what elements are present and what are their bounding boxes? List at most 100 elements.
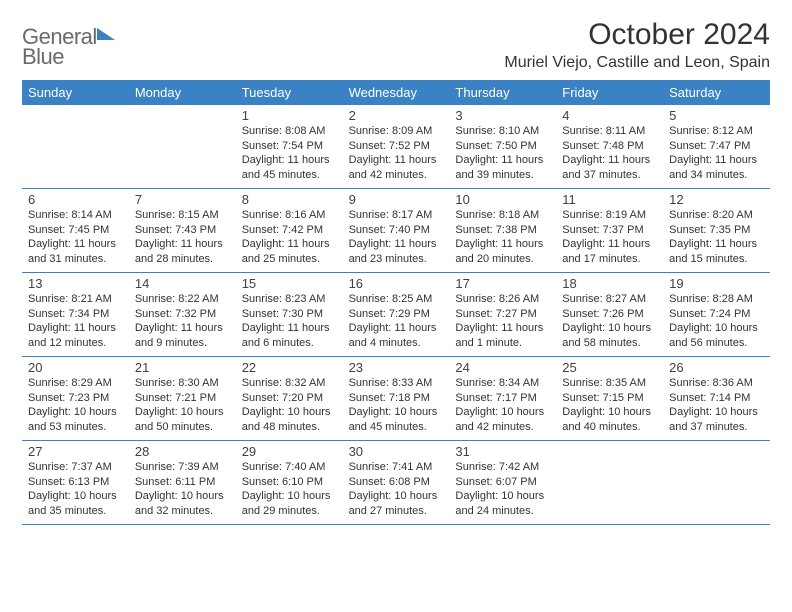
calendar-week: 1Sunrise: 8:08 AMSunset: 7:54 PMDaylight… [22, 105, 770, 189]
sunset-text: Sunset: 6:11 PM [135, 475, 230, 490]
sunset-text: Sunset: 7:35 PM [669, 223, 764, 238]
daylight-text: Daylight: 11 hours and 45 minutes. [242, 153, 337, 182]
title-block: October 2024 Muriel Viejo, Castille and … [504, 18, 770, 72]
day-number: 31 [455, 444, 550, 459]
calendar-cell: 14Sunrise: 8:22 AMSunset: 7:32 PMDayligh… [129, 273, 236, 356]
day-header-row: Sunday Monday Tuesday Wednesday Thursday… [22, 80, 770, 105]
daylight-text: Daylight: 11 hours and 34 minutes. [669, 153, 764, 182]
sunset-text: Sunset: 7:23 PM [28, 391, 123, 406]
calendar-cell: 26Sunrise: 8:36 AMSunset: 7:14 PMDayligh… [663, 357, 770, 440]
calendar-cell: 12Sunrise: 8:20 AMSunset: 7:35 PMDayligh… [663, 189, 770, 272]
sunrise-text: Sunrise: 8:22 AM [135, 292, 230, 307]
sunset-text: Sunset: 7:29 PM [349, 307, 444, 322]
daylight-text: Daylight: 10 hours and 58 minutes. [562, 321, 657, 350]
day-number: 8 [242, 192, 337, 207]
daylight-text: Daylight: 10 hours and 53 minutes. [28, 405, 123, 434]
calendar-cell: 25Sunrise: 8:35 AMSunset: 7:15 PMDayligh… [556, 357, 663, 440]
day-number: 30 [349, 444, 444, 459]
calendar-cell: 31Sunrise: 7:42 AMSunset: 6:07 PMDayligh… [449, 441, 556, 524]
day-number: 17 [455, 276, 550, 291]
day-header-thu: Thursday [449, 80, 556, 105]
daylight-text: Daylight: 11 hours and 9 minutes. [135, 321, 230, 350]
sunset-text: Sunset: 7:34 PM [28, 307, 123, 322]
day-number: 27 [28, 444, 123, 459]
sunrise-text: Sunrise: 8:27 AM [562, 292, 657, 307]
calendar-week: 27Sunrise: 7:37 AMSunset: 6:13 PMDayligh… [22, 441, 770, 525]
day-number: 18 [562, 276, 657, 291]
sunrise-text: Sunrise: 7:39 AM [135, 460, 230, 475]
calendar-cell: 27Sunrise: 7:37 AMSunset: 6:13 PMDayligh… [22, 441, 129, 524]
calendar-cell: 7Sunrise: 8:15 AMSunset: 7:43 PMDaylight… [129, 189, 236, 272]
day-header-fri: Friday [556, 80, 663, 105]
sunrise-text: Sunrise: 8:28 AM [669, 292, 764, 307]
sunset-text: Sunset: 7:38 PM [455, 223, 550, 238]
calendar-cell [556, 441, 663, 524]
daylight-text: Daylight: 11 hours and 15 minutes. [669, 237, 764, 266]
sunset-text: Sunset: 7:42 PM [242, 223, 337, 238]
daylight-text: Daylight: 10 hours and 27 minutes. [349, 489, 444, 518]
day-number: 20 [28, 360, 123, 375]
day-number: 22 [242, 360, 337, 375]
calendar-cell: 22Sunrise: 8:32 AMSunset: 7:20 PMDayligh… [236, 357, 343, 440]
sunrise-text: Sunrise: 7:41 AM [349, 460, 444, 475]
day-number: 23 [349, 360, 444, 375]
daylight-text: Daylight: 11 hours and 37 minutes. [562, 153, 657, 182]
sunrise-text: Sunrise: 8:09 AM [349, 124, 444, 139]
day-number: 29 [242, 444, 337, 459]
calendar-cell: 20Sunrise: 8:29 AMSunset: 7:23 PMDayligh… [22, 357, 129, 440]
day-header-mon: Monday [129, 80, 236, 105]
day-number: 10 [455, 192, 550, 207]
sunset-text: Sunset: 6:07 PM [455, 475, 550, 490]
calendar-cell: 28Sunrise: 7:39 AMSunset: 6:11 PMDayligh… [129, 441, 236, 524]
sunrise-text: Sunrise: 8:10 AM [455, 124, 550, 139]
daylight-text: Daylight: 10 hours and 50 minutes. [135, 405, 230, 434]
sunrise-text: Sunrise: 8:29 AM [28, 376, 123, 391]
daylight-text: Daylight: 11 hours and 1 minute. [455, 321, 550, 350]
calendar-cell [663, 441, 770, 524]
sunset-text: Sunset: 7:30 PM [242, 307, 337, 322]
sunrise-text: Sunrise: 8:36 AM [669, 376, 764, 391]
calendar-cell: 18Sunrise: 8:27 AMSunset: 7:26 PMDayligh… [556, 273, 663, 356]
calendar-cell: 10Sunrise: 8:18 AMSunset: 7:38 PMDayligh… [449, 189, 556, 272]
calendar-cell: 9Sunrise: 8:17 AMSunset: 7:40 PMDaylight… [343, 189, 450, 272]
sunset-text: Sunset: 6:10 PM [242, 475, 337, 490]
calendar-cell: 2Sunrise: 8:09 AMSunset: 7:52 PMDaylight… [343, 105, 450, 188]
day-number: 13 [28, 276, 123, 291]
daylight-text: Daylight: 10 hours and 37 minutes. [669, 405, 764, 434]
sunrise-text: Sunrise: 8:33 AM [349, 376, 444, 391]
calendar-cell: 6Sunrise: 8:14 AMSunset: 7:45 PMDaylight… [22, 189, 129, 272]
page-header: General Blue October 2024 Muriel Viejo, … [22, 18, 770, 72]
location-text: Muriel Viejo, Castille and Leon, Spain [504, 54, 770, 72]
daylight-text: Daylight: 11 hours and 23 minutes. [349, 237, 444, 266]
calendar-cell: 16Sunrise: 8:25 AMSunset: 7:29 PMDayligh… [343, 273, 450, 356]
daylight-text: Daylight: 10 hours and 45 minutes. [349, 405, 444, 434]
sunrise-text: Sunrise: 8:12 AM [669, 124, 764, 139]
sunrise-text: Sunrise: 8:19 AM [562, 208, 657, 223]
sunset-text: Sunset: 7:37 PM [562, 223, 657, 238]
day-number: 2 [349, 108, 444, 123]
sunrise-text: Sunrise: 8:20 AM [669, 208, 764, 223]
sunrise-text: Sunrise: 8:34 AM [455, 376, 550, 391]
sunrise-text: Sunrise: 8:14 AM [28, 208, 123, 223]
day-number: 15 [242, 276, 337, 291]
daylight-text: Daylight: 11 hours and 25 minutes. [242, 237, 337, 266]
day-number: 19 [669, 276, 764, 291]
daylight-text: Daylight: 10 hours and 29 minutes. [242, 489, 337, 518]
calendar: Sunday Monday Tuesday Wednesday Thursday… [22, 80, 770, 525]
sunrise-text: Sunrise: 8:16 AM [242, 208, 337, 223]
daylight-text: Daylight: 10 hours and 56 minutes. [669, 321, 764, 350]
daylight-text: Daylight: 10 hours and 32 minutes. [135, 489, 230, 518]
calendar-cell: 1Sunrise: 8:08 AMSunset: 7:54 PMDaylight… [236, 105, 343, 188]
calendar-cell [129, 105, 236, 188]
month-title: October 2024 [504, 18, 770, 52]
day-number: 26 [669, 360, 764, 375]
calendar-week: 6Sunrise: 8:14 AMSunset: 7:45 PMDaylight… [22, 189, 770, 273]
sunrise-text: Sunrise: 8:23 AM [242, 292, 337, 307]
sunset-text: Sunset: 7:52 PM [349, 139, 444, 154]
sunrise-text: Sunrise: 8:26 AM [455, 292, 550, 307]
day-number: 4 [562, 108, 657, 123]
sunset-text: Sunset: 6:08 PM [349, 475, 444, 490]
sunset-text: Sunset: 7:40 PM [349, 223, 444, 238]
sunset-text: Sunset: 7:20 PM [242, 391, 337, 406]
sunset-text: Sunset: 7:18 PM [349, 391, 444, 406]
